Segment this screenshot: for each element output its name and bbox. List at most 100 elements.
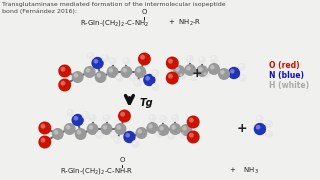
Circle shape — [145, 76, 150, 81]
Circle shape — [75, 128, 87, 140]
Circle shape — [187, 130, 200, 143]
Circle shape — [100, 123, 113, 135]
Circle shape — [108, 57, 116, 65]
Circle shape — [208, 63, 220, 75]
Circle shape — [60, 81, 65, 86]
Circle shape — [189, 118, 194, 123]
Circle shape — [60, 67, 65, 72]
Circle shape — [74, 116, 78, 121]
Circle shape — [265, 120, 273, 128]
Circle shape — [74, 73, 78, 78]
Circle shape — [188, 56, 191, 59]
Circle shape — [151, 69, 159, 77]
Circle shape — [71, 114, 84, 126]
Circle shape — [189, 133, 194, 138]
Circle shape — [257, 116, 260, 119]
Circle shape — [171, 114, 179, 122]
Circle shape — [166, 57, 179, 69]
Circle shape — [123, 68, 127, 73]
Circle shape — [138, 129, 142, 134]
Circle shape — [179, 131, 187, 139]
Circle shape — [198, 56, 206, 64]
Circle shape — [230, 69, 235, 74]
Circle shape — [125, 133, 130, 138]
Circle shape — [240, 75, 243, 78]
Circle shape — [239, 64, 242, 67]
Circle shape — [83, 112, 86, 115]
Circle shape — [93, 59, 98, 64]
Circle shape — [153, 84, 156, 87]
Circle shape — [166, 71, 179, 84]
Circle shape — [134, 66, 146, 78]
Circle shape — [239, 74, 247, 82]
Circle shape — [108, 68, 113, 73]
Circle shape — [77, 130, 81, 135]
Circle shape — [150, 115, 153, 118]
Circle shape — [114, 136, 122, 144]
Circle shape — [184, 64, 196, 76]
Circle shape — [198, 67, 203, 72]
Circle shape — [38, 122, 51, 134]
Circle shape — [186, 66, 191, 71]
Circle shape — [66, 125, 70, 130]
Circle shape — [96, 131, 104, 139]
Circle shape — [157, 124, 169, 136]
Text: H (white): H (white) — [269, 80, 309, 89]
Circle shape — [266, 121, 269, 124]
Circle shape — [102, 114, 110, 122]
Text: O (red): O (red) — [269, 60, 300, 69]
Circle shape — [89, 114, 97, 122]
Circle shape — [168, 59, 173, 64]
Circle shape — [210, 55, 218, 63]
Circle shape — [161, 116, 164, 119]
Circle shape — [135, 80, 138, 83]
Circle shape — [116, 74, 124, 82]
Circle shape — [107, 66, 118, 78]
Circle shape — [138, 53, 151, 66]
Circle shape — [38, 136, 51, 148]
Circle shape — [109, 131, 117, 139]
Circle shape — [82, 111, 90, 119]
Circle shape — [86, 68, 90, 73]
Circle shape — [169, 123, 181, 135]
Circle shape — [180, 73, 183, 76]
Circle shape — [103, 55, 106, 58]
Circle shape — [133, 141, 136, 144]
Circle shape — [151, 83, 159, 91]
Circle shape — [58, 64, 71, 78]
Circle shape — [118, 109, 131, 123]
Text: +: + — [237, 123, 247, 136]
Circle shape — [104, 115, 107, 118]
Circle shape — [159, 115, 167, 123]
Circle shape — [186, 55, 194, 63]
Circle shape — [220, 70, 225, 75]
Text: R-Gln-(CH$_2$)$_2$-C-NH$_2$: R-Gln-(CH$_2$)$_2$-C-NH$_2$ — [80, 18, 149, 28]
Circle shape — [121, 66, 132, 78]
Circle shape — [254, 123, 266, 135]
Circle shape — [228, 67, 240, 79]
Circle shape — [133, 79, 141, 87]
Circle shape — [196, 65, 208, 77]
Circle shape — [97, 73, 101, 78]
Circle shape — [172, 115, 176, 118]
Circle shape — [159, 126, 164, 131]
Circle shape — [84, 66, 96, 78]
Text: Transglutaminase mediated formation of the intermolecular isopeptide: Transglutaminase mediated formation of t… — [2, 2, 226, 7]
Circle shape — [132, 140, 140, 148]
Text: N (blue): N (blue) — [269, 71, 304, 80]
Circle shape — [167, 132, 175, 140]
Circle shape — [135, 127, 148, 139]
Circle shape — [123, 57, 131, 65]
Circle shape — [87, 52, 95, 60]
Circle shape — [140, 55, 145, 60]
Circle shape — [202, 71, 210, 79]
Text: +  NH$_2$-R: + NH$_2$-R — [164, 18, 202, 28]
Text: Tg: Tg — [140, 98, 153, 108]
Text: R-Gln-(CH$_2$)$_2$-C-NH-R: R-Gln-(CH$_2$)$_2$-C-NH-R — [60, 166, 133, 176]
Circle shape — [173, 65, 185, 77]
Circle shape — [171, 125, 176, 130]
Text: +: + — [192, 66, 203, 80]
Circle shape — [238, 63, 246, 71]
Circle shape — [256, 125, 260, 130]
Circle shape — [265, 130, 273, 138]
